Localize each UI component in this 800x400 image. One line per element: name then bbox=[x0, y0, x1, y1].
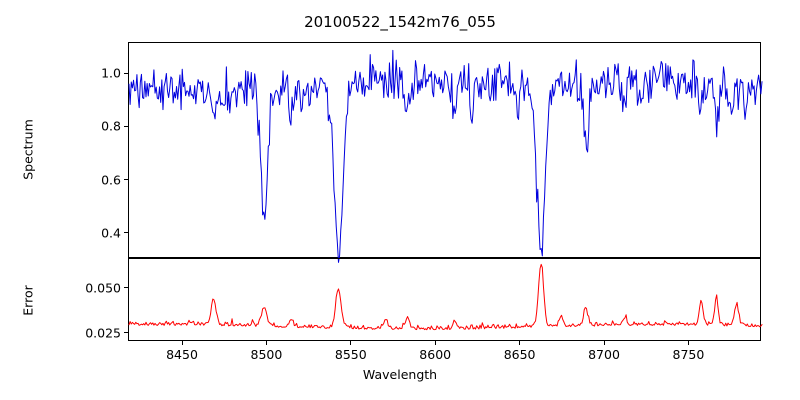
x-tick-label: 8750 bbox=[672, 347, 705, 362]
x-tick-label: 8600 bbox=[419, 347, 452, 362]
x-tick-label: 8650 bbox=[503, 347, 536, 362]
x-tick-label: 8450 bbox=[166, 347, 198, 362]
error-axes bbox=[128, 258, 763, 341]
error-ytick-mark bbox=[124, 332, 128, 334]
x-tick-mark bbox=[519, 341, 521, 345]
spectrum-ytick-label: 0.4 bbox=[101, 225, 121, 241]
error-line-plot bbox=[128, 263, 763, 331]
spectrum-axes bbox=[128, 42, 763, 263]
spectrum-line-plot bbox=[128, 49, 763, 263]
error-ytick-label: 0.025 bbox=[85, 325, 121, 341]
x-tick-label: 8500 bbox=[250, 347, 283, 362]
spectrum-ytick-label: 1.0 bbox=[101, 65, 121, 81]
x-tick-mark bbox=[181, 341, 183, 345]
spectrum-ytick-mark bbox=[124, 72, 128, 74]
x-tick-mark bbox=[434, 341, 436, 345]
spectrum-y-axis-label: Spectrum bbox=[20, 119, 36, 180]
x-axis-label: Wavelength bbox=[362, 367, 438, 382]
x-tick-mark bbox=[265, 341, 267, 345]
spectrum-ytick-mark bbox=[124, 179, 128, 181]
x-tick-label: 8700 bbox=[588, 347, 620, 362]
spectrum-ytick-label: 0.6 bbox=[101, 172, 121, 188]
x-tick-mark bbox=[687, 341, 689, 345]
x-tick-label: 8550 bbox=[334, 347, 367, 362]
spectrum-ytick-mark bbox=[124, 125, 128, 128]
error-ytick-label: 0.050 bbox=[85, 280, 121, 296]
x-tick-mark bbox=[603, 341, 605, 345]
spectrum-ytick-label: 0.8 bbox=[101, 118, 121, 134]
figure-title: 20100522_1542m76_055 bbox=[304, 13, 496, 31]
spectrum-ytick-mark bbox=[124, 232, 128, 234]
error-ytick-mark bbox=[124, 287, 128, 289]
error-y-axis-label: Error bbox=[20, 285, 36, 316]
x-tick-mark bbox=[350, 341, 352, 345]
